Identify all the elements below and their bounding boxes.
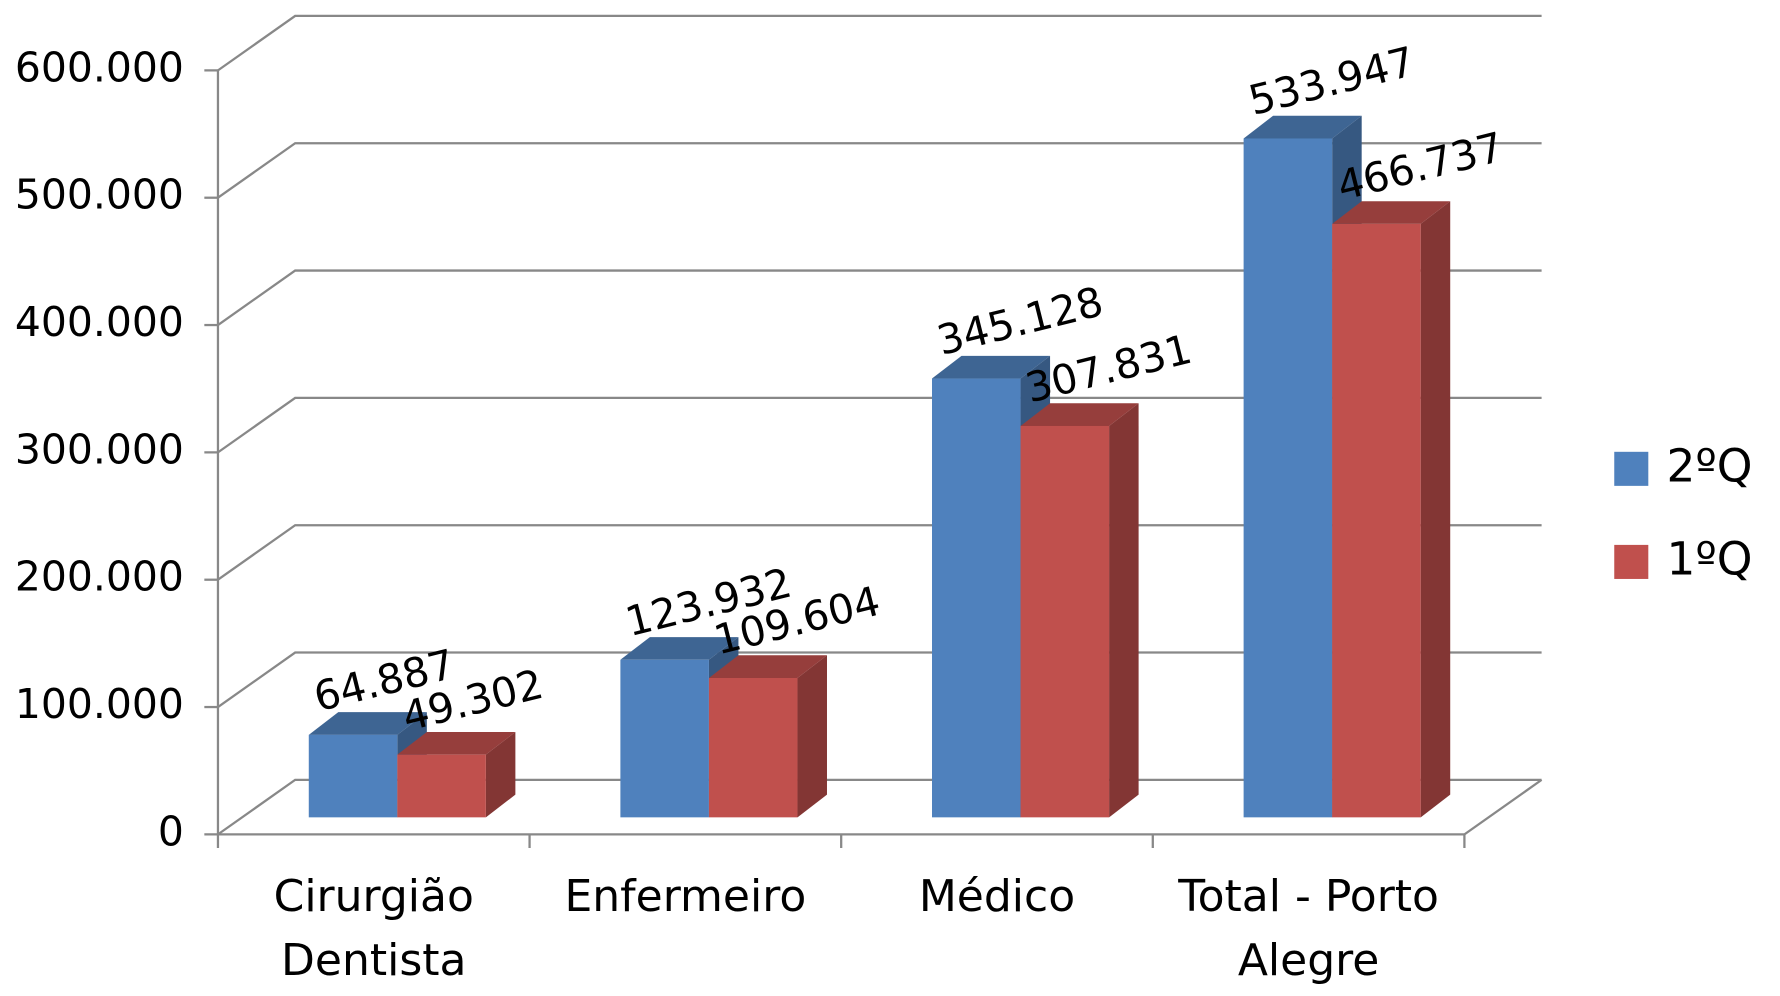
bar-top	[620, 637, 739, 660]
grid-line	[217, 14, 1542, 72]
plot-area: 0 100.000 200.000 300.000 400.000 500.000 600.…	[15, 14, 1752, 855]
legend-swatch	[1614, 544, 1649, 579]
legend-label: 2ºQ	[1666, 439, 1752, 492]
bar-top	[1243, 115, 1362, 139]
y-tick-label: 600.000	[15, 43, 184, 91]
bar	[1243, 138, 1333, 818]
bar	[1020, 425, 1110, 818]
bar	[931, 378, 1021, 818]
y-tick-label: 500.000	[15, 171, 184, 219]
bar-top	[1332, 201, 1451, 224]
y-tick-label: 400.000	[15, 298, 184, 346]
data-label: 533.947	[1244, 37, 1420, 124]
bar-top	[1020, 403, 1139, 426]
legend-swatch	[1614, 451, 1649, 486]
y-tick-label: 200.000	[15, 553, 184, 601]
bar	[308, 734, 398, 818]
x-tick-label: Médico	[918, 871, 1076, 923]
grid-line	[217, 142, 1542, 199]
bar-side	[1109, 403, 1139, 818]
grid-line	[217, 396, 1542, 454]
bar-top	[308, 712, 427, 735]
x-tick-label: Cirurgião Dentista	[273, 871, 474, 987]
bar-top	[397, 731, 516, 755]
x-tick-label: Total - Porto Alegre	[1178, 871, 1439, 987]
bar	[708, 677, 798, 818]
bar	[620, 659, 709, 818]
bar	[1332, 223, 1421, 818]
x-tick-label: Enfermeiro	[564, 871, 807, 923]
bar-side	[485, 731, 516, 818]
bar	[397, 754, 486, 818]
bar-side	[797, 655, 827, 818]
bar-side	[1420, 201, 1451, 818]
y-tick-label: 0	[158, 807, 184, 855]
y-tick-label: 300.000	[15, 425, 184, 473]
legend-label: 1ºQ	[1666, 532, 1752, 585]
grid-line	[217, 269, 1542, 326]
bar-top	[931, 355, 1051, 379]
y-tick-label: 100.000	[15, 680, 184, 728]
bar-top	[708, 655, 827, 678]
